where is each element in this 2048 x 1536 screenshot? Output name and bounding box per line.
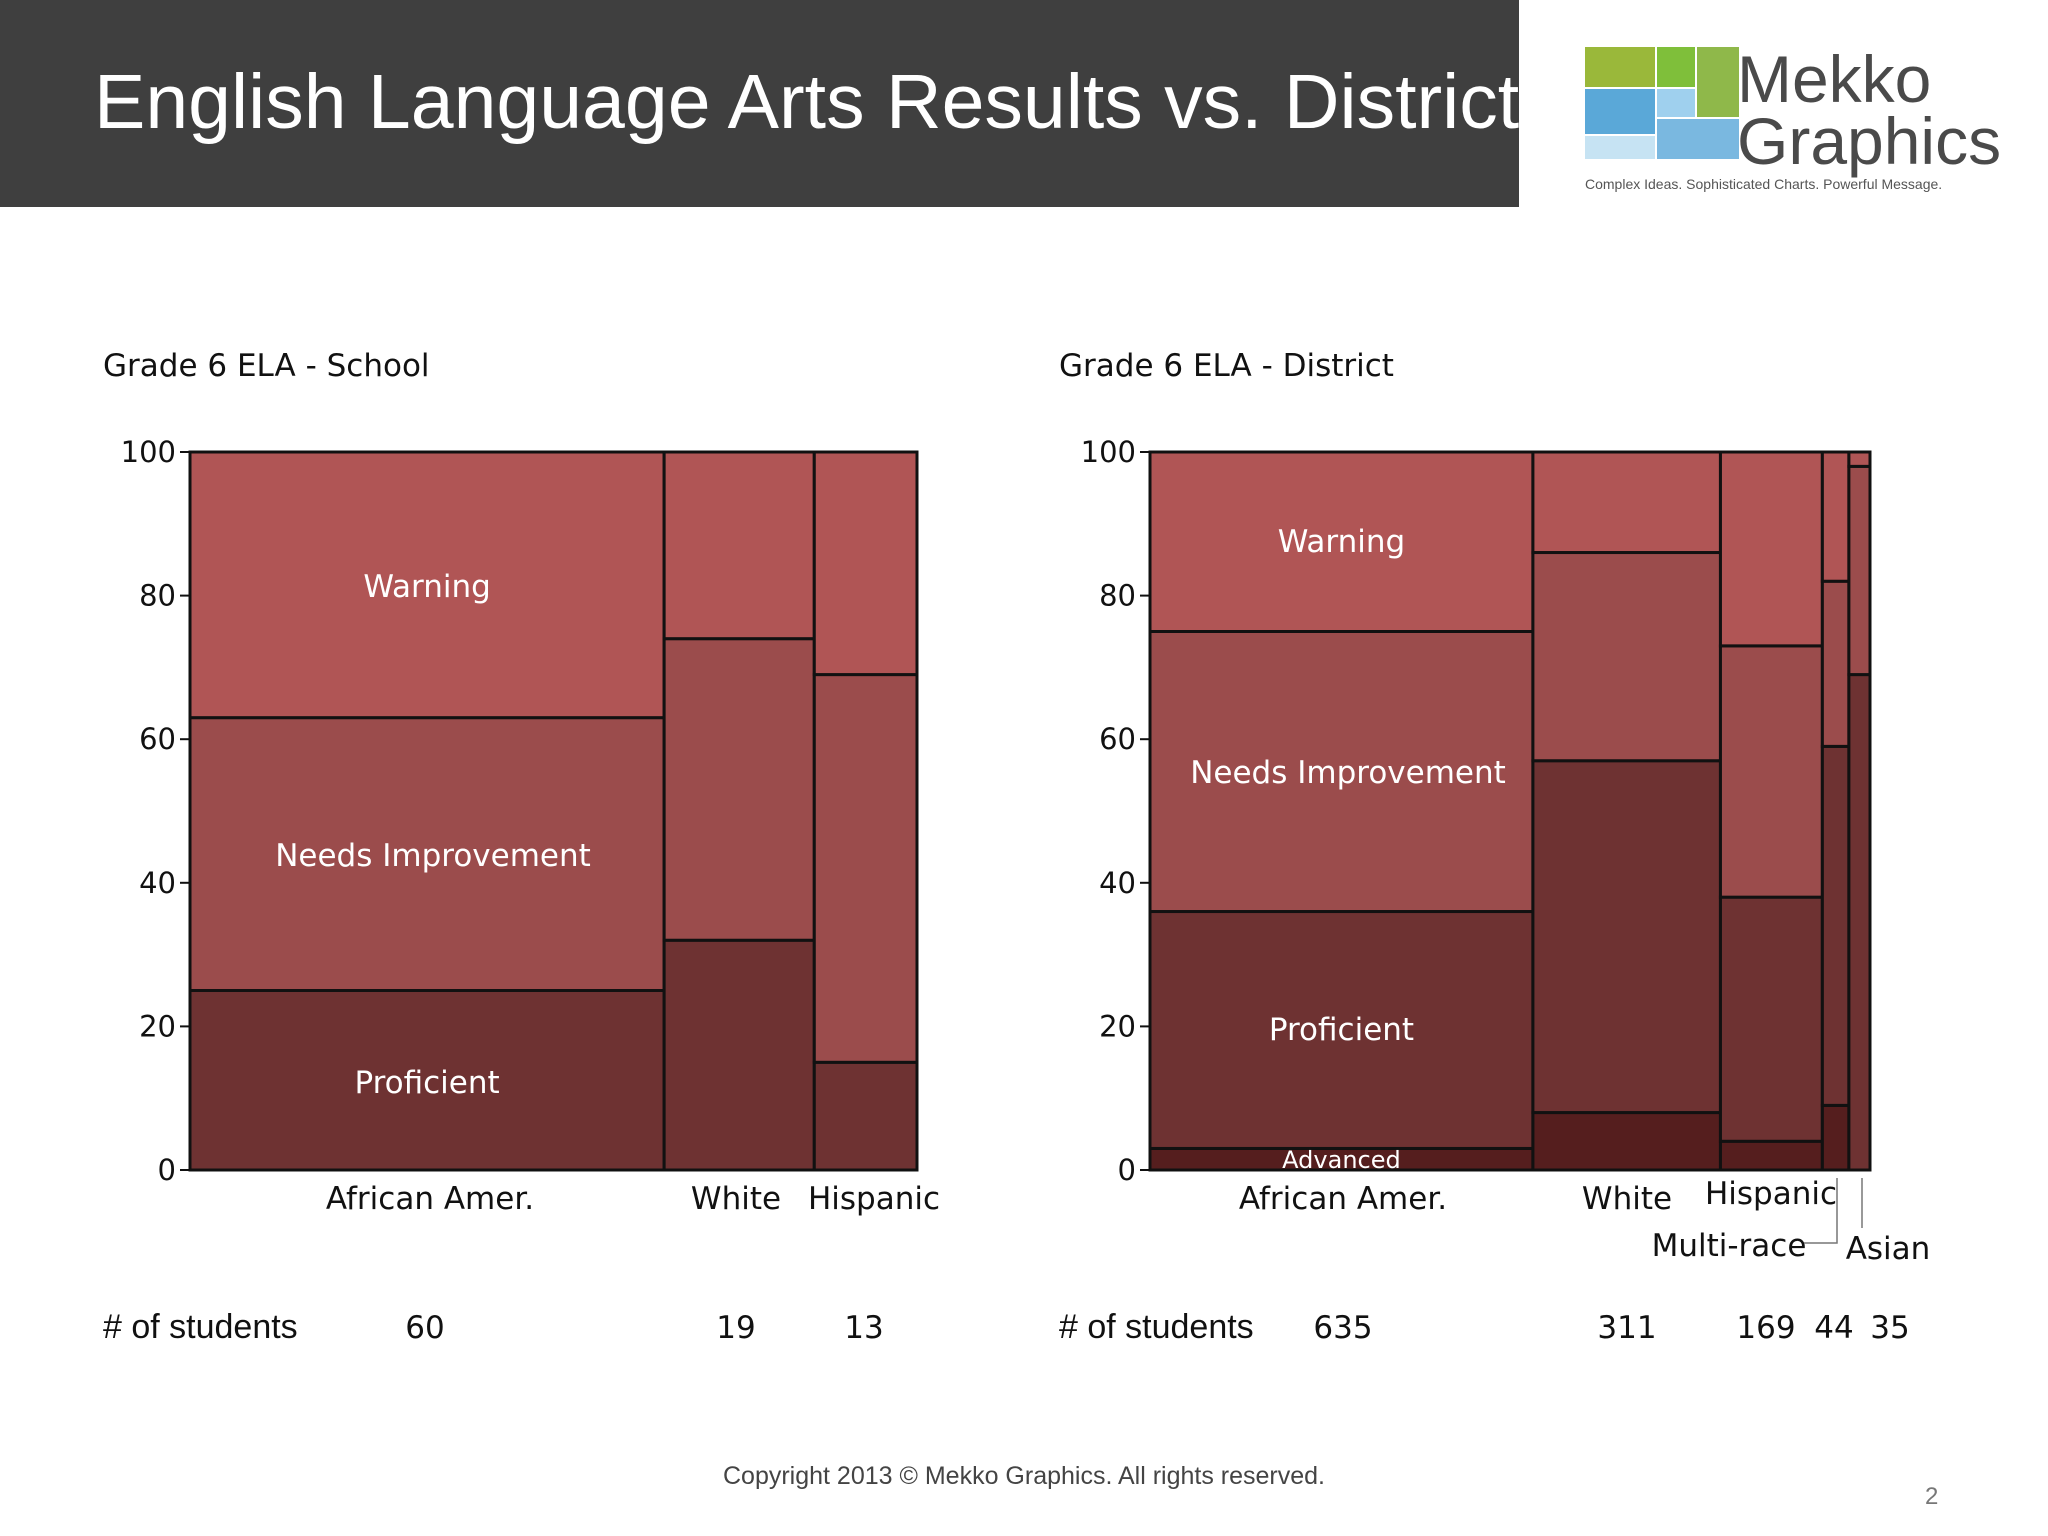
logo-word-mekko: Mekko xyxy=(1737,42,1932,116)
student-count-white: 19 xyxy=(716,1310,755,1346)
student-count-asian: 35 xyxy=(1870,1310,1909,1346)
segment-hispanic-warning xyxy=(1718,450,1824,648)
chart-title: Grade 6 ELA - District xyxy=(1059,348,1394,384)
segment-white-warning xyxy=(1531,450,1722,555)
segment-label-proficient: Proficient xyxy=(1269,1012,1414,1048)
column-white xyxy=(662,450,816,1172)
segment-asian-warning xyxy=(1847,450,1872,468)
column-white xyxy=(1531,450,1722,1172)
segment-label-needs-improvement: Needs Improvement xyxy=(275,838,591,874)
chart-district: Grade 6 ELA - District020406080100Advanc… xyxy=(1059,348,1930,1346)
student-count-hispanic: 169 xyxy=(1736,1310,1795,1346)
student-count-african-amer: 635 xyxy=(1313,1310,1372,1346)
segment-asian-proficient xyxy=(1847,673,1872,1172)
segment-hispanic-warning xyxy=(812,450,919,677)
segment-hispanic-needs-improvement xyxy=(812,673,919,1064)
category-label-african-amer: African Amer. xyxy=(326,1181,534,1217)
column-asian xyxy=(1847,450,1872,1172)
segment-multi-race-proficient xyxy=(1820,744,1851,1107)
y-tick-label: 60 xyxy=(1099,722,1136,756)
page-number: 2 xyxy=(1925,1483,1939,1510)
copyright-notice: Copyright 2013 © Mekko Graphics. All rig… xyxy=(722,1462,1325,1490)
category-label-multi-race: Multi-race xyxy=(1652,1228,1807,1264)
student-count-multi-race: 44 xyxy=(1814,1310,1853,1346)
student-count-african-amer: 60 xyxy=(405,1310,444,1346)
segment-hispanic-proficient xyxy=(1718,895,1824,1143)
logo-word-graphics: Graphics xyxy=(1737,104,2002,178)
leader-line xyxy=(1804,1178,1838,1244)
logo-tile-4 xyxy=(1585,89,1655,134)
category-label-asian: Asian xyxy=(1846,1231,1931,1267)
category-label-hispanic: Hispanic xyxy=(808,1181,940,1217)
segment-white-warning xyxy=(662,450,816,641)
y-tick-label: 40 xyxy=(139,866,176,900)
y-tick-label: 0 xyxy=(1118,1153,1136,1187)
y-tick-label: 80 xyxy=(1099,579,1136,613)
segment-hispanic-proficient xyxy=(812,1060,919,1172)
segment-white-proficient xyxy=(1531,759,1722,1115)
logo-tile-6 xyxy=(1657,119,1739,159)
segment-hispanic-needs-improvement xyxy=(1718,644,1824,899)
y-tick-label: 20 xyxy=(139,1009,176,1043)
logo-tagline: Complex Ideas. Sophisticated Charts. Pow… xyxy=(1585,176,1943,192)
segment-multi-race-warning xyxy=(1820,450,1851,583)
y-tick-label: 100 xyxy=(1081,435,1136,469)
column-hispanic xyxy=(1718,450,1824,1172)
y-tick-label: 40 xyxy=(1099,866,1136,900)
column-african-amer: Proficient Needs Improvement Warning xyxy=(188,450,666,1172)
logo-tile-2 xyxy=(1657,47,1695,87)
logo-tile-7 xyxy=(1585,136,1655,159)
column-hispanic xyxy=(812,450,919,1172)
segment-multi-race-needs-improvement xyxy=(1820,579,1851,748)
y-tick-label: 60 xyxy=(139,722,176,756)
segment-african-amer-warning xyxy=(188,450,666,720)
segment-african-amer-warning xyxy=(1148,450,1535,633)
logo-tile-1 xyxy=(1585,47,1655,87)
title-banner: English Language Arts Results vs. Distri… xyxy=(0,0,1519,207)
segment-white-needs-improvement xyxy=(662,637,816,942)
chart-school: Grade 6 ELA - School 0 20 40 60 80 100 Proficie… xyxy=(103,348,940,1346)
segment-hispanic-advanced xyxy=(1718,1139,1824,1172)
segment-label-needs-improvement: Needs Improvement xyxy=(1190,755,1506,791)
y-tick-label: 100 xyxy=(121,435,176,469)
y-tick-label: 80 xyxy=(139,579,176,613)
students-count-label: # of students xyxy=(1059,1308,1254,1346)
y-tick-label: 0 xyxy=(158,1153,176,1187)
segment-label-warning: Warning xyxy=(363,569,490,605)
category-label-white: White xyxy=(691,1181,781,1217)
segment-label-warning: Warning xyxy=(1278,524,1405,560)
y-tick-label: 20 xyxy=(1099,1009,1136,1043)
student-count-hispanic: 13 xyxy=(844,1310,883,1346)
column-multi-race xyxy=(1820,450,1851,1172)
category-label-white: White xyxy=(1582,1181,1672,1217)
logo-tile-3 xyxy=(1697,47,1739,117)
segment-african-amer-proficient xyxy=(188,989,666,1172)
students-count-label: # of students xyxy=(103,1308,298,1346)
category-label-hispanic: Hispanic xyxy=(1705,1176,1837,1212)
segment-asian-needs-improvement xyxy=(1847,464,1872,677)
logo-tile-5 xyxy=(1657,89,1695,117)
slide-title: English Language Arts Results vs. Distri… xyxy=(94,59,1520,145)
segment-white-proficient xyxy=(662,938,816,1172)
segment-white-needs-improvement xyxy=(1531,551,1722,763)
student-count-white: 311 xyxy=(1597,1310,1656,1346)
logo-mosaic-icon xyxy=(1585,47,1739,159)
chart-title: Grade 6 ELA - School xyxy=(103,348,430,384)
category-label-african-amer: African Amer. xyxy=(1239,1181,1447,1217)
segment-label-proficient: Proficient xyxy=(354,1065,499,1101)
segment-multi-race-advanced xyxy=(1820,1103,1851,1172)
mekko-graphics-logo: Mekko Graphics Complex Ideas. Sophistica… xyxy=(1585,40,2010,200)
segment-white-advanced xyxy=(1531,1111,1722,1172)
